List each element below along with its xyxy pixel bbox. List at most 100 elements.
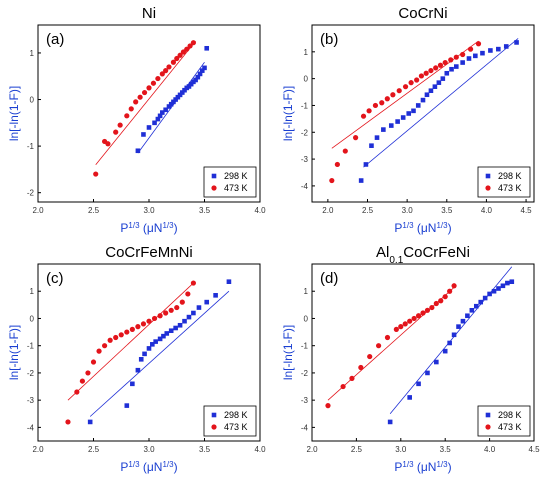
data-point [505,280,510,286]
data-point [193,77,198,83]
data-point [384,334,391,341]
legend-entry: 298 K [498,410,522,420]
y-tick-label: -4 [27,423,35,432]
data-point [168,101,174,107]
x-tick-label: 4.0 [481,206,493,215]
data-point [187,43,193,49]
data-point [188,81,194,87]
data-point [415,103,421,108]
data-point [376,343,382,349]
data-point [105,141,111,147]
data-point [406,111,412,116]
data-point [434,359,439,365]
data-point [74,389,80,395]
data-point [163,310,169,316]
data-point [168,328,174,334]
data-point [384,96,390,102]
series-473-K [93,40,196,177]
data-point [425,370,430,376]
data-point [146,346,152,351]
data-point [155,116,161,122]
data-point [432,84,438,89]
data-point [456,324,461,329]
data-point [491,288,497,294]
data-point [449,66,454,72]
data-point [482,295,488,301]
data-point [374,135,380,140]
data-point [85,370,91,376]
panel-b: CoCrNi (b) 2.0 2.5 3.0 3.5 4.0 4.5 -4 -3 -2 -1 0 1 P1/… [281,5,535,236]
x-axis-title: P1/3 (μN1/3) [394,221,451,236]
data-point [438,298,444,304]
data-point [420,97,426,103]
data-point [393,326,399,332]
x-tick-label: 3.5 [199,445,211,454]
data-point [168,307,174,313]
data-point [366,108,372,114]
data-point [363,162,369,167]
data-point [480,50,485,56]
data-point [174,55,180,62]
legend-entry: 298 K [224,410,248,420]
data-point [177,92,183,98]
legend-marker [485,412,491,418]
data-point [153,339,158,344]
legend: 298 K 473 K [203,166,257,198]
y-tick-label: -3 [27,396,35,405]
y-tick-label: -2 [27,369,35,378]
y-tick-label: 0 [30,96,35,105]
series-473-K [65,280,196,425]
y-tick-label: 0 [304,314,309,323]
data-point [195,74,201,80]
y-tick-label: 1 [30,287,35,296]
legend-marker [485,185,491,191]
x-tick-label: 3.5 [441,206,453,215]
data-point [163,68,169,74]
y-tick-label: -4 [301,182,309,191]
data-point [487,291,492,297]
data-point [102,343,108,349]
data-point [159,71,165,77]
data-point [407,395,412,400]
y-tick-label: -3 [301,396,309,405]
x-tick-label: 4.0 [254,206,266,215]
legend-entry: 473 K [498,422,522,432]
data-point [372,102,379,109]
data-point [171,99,176,105]
data-point [340,383,346,390]
data-point [424,92,430,98]
fit-line [89,290,230,417]
data-point [170,59,177,65]
x-tick-label: 3.0 [143,445,155,454]
data-point [358,178,364,183]
legend-entry: 473 K [224,422,248,432]
data-point [334,161,340,168]
data-point [190,40,196,46]
data-point [418,73,425,79]
data-point [182,318,187,324]
y-tick-label: -1 [301,342,309,351]
data-point [451,283,457,289]
y-tick-label: -2 [301,128,309,137]
data-point [177,322,183,328]
data-point [460,51,466,58]
legend-entry: 298 K [498,171,522,181]
x-tick-label: 4.0 [254,445,266,454]
panel-d: Al0.1CoCrFeNi (d) 2.0 2.5 3.0 3.5 4.0 4.5 -4 -3 -2… [281,244,540,474]
data-point [488,48,493,53]
legend-marker [211,412,217,418]
data-point [129,326,135,332]
panel-title: CoCrNi [398,5,447,22]
panel-title: Ni [142,5,156,22]
data-point [429,304,435,311]
data-point [379,100,385,106]
y-tick-label: -1 [27,342,35,351]
y-axis-title: ln[-ln(1-F)] [281,325,295,380]
legend-box [203,405,257,437]
data-point [390,92,396,98]
x-tick-label: 2.0 [32,206,44,215]
data-point [423,70,429,76]
y-tick-label: -4 [301,423,309,432]
x-tick-label: 3.0 [402,206,414,215]
